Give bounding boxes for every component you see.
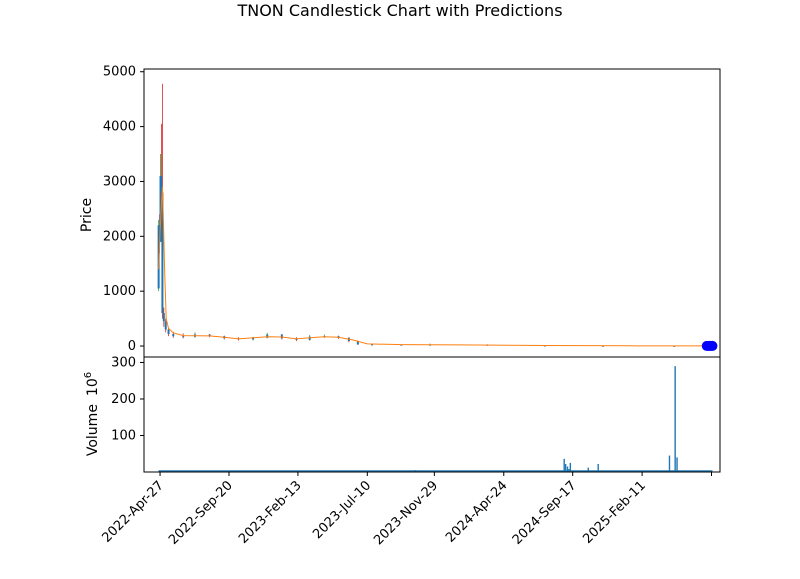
price-candles	[157, 83, 676, 347]
volume-bar	[587, 467, 589, 472]
price-y-tick-label: 4000	[103, 120, 136, 135]
candle-body	[308, 336, 311, 340]
x-tick-label: 2025-Feb-11	[580, 478, 649, 547]
candle-body	[266, 334, 269, 338]
price-y-tick-label: 3000	[103, 174, 136, 189]
price-panel-frame	[143, 68, 721, 358]
volume-y-tick-label: 100	[111, 428, 136, 443]
candle-body	[601, 345, 604, 347]
candle-body	[160, 175, 163, 193]
x-axis-ticks: 2022-Apr-27 2022-Sep-20 2023-Feb-13 2023-Ju…	[99, 472, 713, 548]
price-panel: 0 1000 2000 3000 4000 5000 Price	[79, 65, 721, 358]
candle-body	[162, 313, 165, 322]
price-y-tick-label: 0	[128, 339, 136, 354]
prediction-marker	[707, 340, 718, 351]
candle-body	[208, 334, 211, 337]
volume-bars	[158, 366, 713, 473]
volume-panel: 100 200 300 Volume 106 2022-Apr-27 2022-Sep-…	[83, 355, 721, 548]
x-tick-label: 2024-Sep-17	[510, 478, 580, 548]
volume-label-exponent: 6	[83, 372, 94, 378]
volume-y-tick-label: 300	[111, 355, 136, 370]
volume-bar	[597, 463, 599, 472]
volume-bar	[674, 366, 676, 472]
x-tick-label: 2023-Feb-13	[236, 478, 305, 547]
candle-body	[356, 341, 359, 345]
volume-bar	[564, 463, 567, 472]
volume-y-tick-label: 200	[111, 392, 136, 407]
volume-bar	[569, 462, 572, 472]
prediction-markers	[701, 340, 718, 351]
x-tick-label: 2022-Apr-27	[99, 478, 166, 545]
x-tick-label: 2022-Sep-20	[166, 478, 236, 548]
volume-panel-frame	[143, 356, 721, 473]
price-y-axis-label: Price	[79, 198, 95, 232]
candle-body	[172, 333, 175, 337]
candle-body	[161, 192, 164, 314]
chart-title: TNON Candlestick Chart with Predictions	[236, 1, 562, 20]
volume-label-text: Volume	[85, 404, 101, 456]
price-y-ticks: 0 1000 2000 3000 4000 5000	[103, 65, 144, 354]
volume-label-base: 10	[85, 378, 101, 396]
price-y-tick-label: 2000	[103, 229, 136, 244]
volume-y-axis-label: Volume 106	[83, 372, 101, 456]
candle-body	[371, 344, 374, 346]
volume-bar	[563, 458, 565, 472]
candle-body	[164, 321, 167, 330]
candle-body	[167, 329, 170, 334]
volume-bar	[676, 457, 678, 472]
x-tick-label: 2023-Jul-10	[310, 478, 374, 542]
price-y-tick-label: 5000	[103, 65, 136, 80]
price-y-tick-label: 1000	[103, 284, 136, 299]
x-tick-label: 2024-Apr-24	[443, 478, 510, 545]
candle-body	[159, 175, 162, 242]
volume-bar	[566, 466, 569, 472]
x-tick-label: 2023-Nov-29	[371, 478, 441, 548]
volume-y-ticks: 100 200 300	[111, 355, 144, 443]
moving-average-line	[158, 186, 704, 347]
candle-body	[280, 334, 283, 339]
candle-body	[252, 337, 255, 340]
candle-body	[182, 336, 185, 338]
volume-bar	[668, 455, 671, 472]
